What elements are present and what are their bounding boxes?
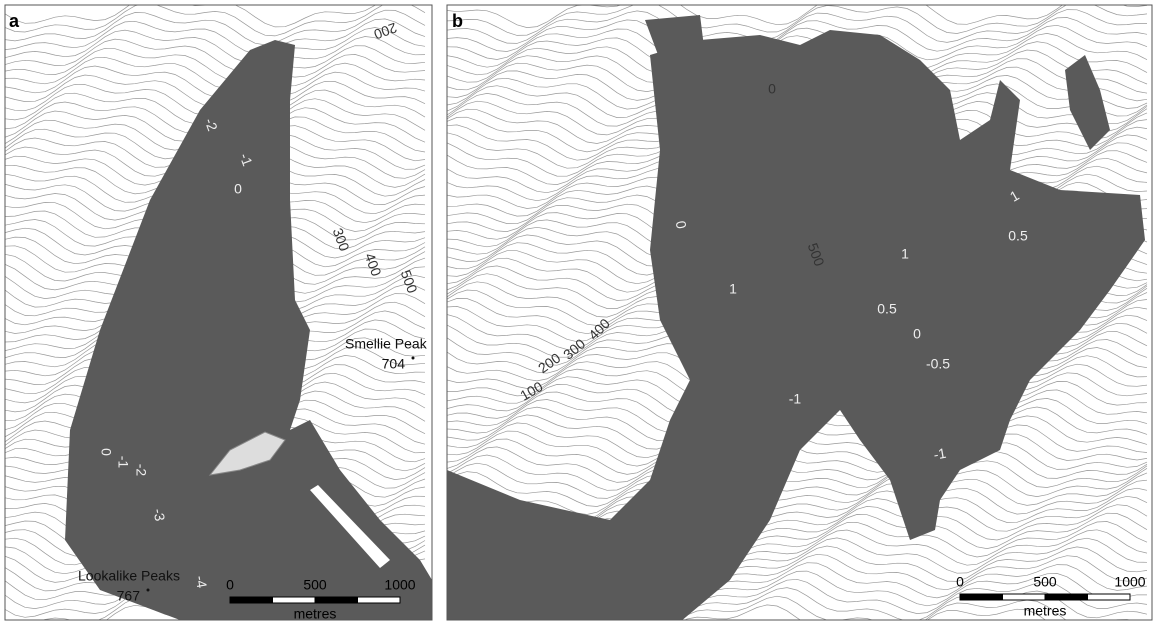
- scale-bar-segment: [1003, 594, 1046, 600]
- scale-bar-segment: [230, 597, 273, 603]
- scale-tick-label: 0: [956, 574, 964, 590]
- peak-marker: [147, 589, 150, 592]
- peak-elevation: 704: [382, 356, 406, 372]
- figure: a-2-102003004005000-1-2-3-4Smellie Peak7…: [0, 0, 1157, 623]
- panel-b: [447, 0, 1152, 623]
- scale-bar-segment: [358, 597, 401, 603]
- contour-label: 0.5: [877, 301, 897, 317]
- contour-label: -1: [115, 456, 131, 469]
- contour-label: 1: [901, 246, 909, 262]
- scale-bar-segment: [960, 594, 1003, 600]
- peak-marker: [412, 357, 415, 360]
- contour-label: 0: [98, 448, 114, 456]
- contour-label: 0: [768, 81, 776, 97]
- scale-bar-segment: [1088, 594, 1131, 600]
- scale-unit: metres: [1024, 603, 1067, 619]
- contour-label: 0: [234, 181, 242, 197]
- panel-a: [5, 0, 432, 623]
- scale-tick-label: 500: [303, 577, 327, 593]
- scale-bar-segment: [1045, 594, 1088, 600]
- peak-elevation: 767: [117, 588, 141, 604]
- peak-name: Lookalike Peaks: [78, 568, 180, 584]
- contour-label: -2: [133, 464, 149, 477]
- scale-tick-label: 1000: [1114, 574, 1145, 590]
- contour-label: 0: [913, 326, 921, 342]
- peak-name: Smellie Peak: [345, 336, 428, 352]
- scale-bar-segment: [273, 597, 316, 603]
- contour-label: 0.5: [1008, 228, 1028, 244]
- scale-unit: metres: [294, 606, 337, 622]
- scale-tick-label: 0: [226, 577, 234, 593]
- contour-label: 1: [729, 281, 737, 297]
- scale-tick-label: 500: [1033, 574, 1057, 590]
- contour-label: -1: [789, 391, 802, 407]
- scale-tick-label: 1000: [384, 577, 415, 593]
- panel-label: a: [9, 11, 20, 31]
- scale-bar-segment: [315, 597, 358, 603]
- panel-label: b: [452, 11, 463, 31]
- contour-label: -0.5: [926, 356, 950, 372]
